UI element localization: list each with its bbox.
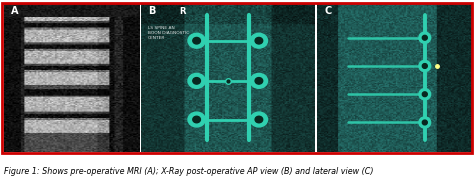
Circle shape — [422, 64, 427, 68]
Circle shape — [250, 73, 267, 88]
Text: B: B — [148, 6, 155, 16]
Circle shape — [419, 32, 431, 43]
Text: A: A — [10, 6, 18, 16]
Circle shape — [188, 112, 205, 127]
Circle shape — [419, 88, 431, 100]
Circle shape — [422, 92, 427, 97]
Circle shape — [255, 116, 263, 123]
Circle shape — [193, 38, 201, 44]
Circle shape — [419, 60, 431, 72]
Circle shape — [255, 78, 263, 84]
Text: R: R — [179, 7, 186, 16]
Circle shape — [188, 33, 205, 48]
Text: Figure 1: Shows pre-operative MRI (A); X-Ray post-operative AP view (B) and late: Figure 1: Shows pre-operative MRI (A); X… — [4, 167, 374, 176]
Bar — [2, 3, 472, 153]
Text: LS SPINE AN
BOON DIAGNOSTIC
CENTER: LS SPINE AN BOON DIAGNOSTIC CENTER — [148, 26, 190, 40]
Circle shape — [250, 112, 267, 127]
Circle shape — [422, 120, 427, 125]
Circle shape — [419, 117, 431, 128]
Circle shape — [188, 73, 205, 88]
Circle shape — [422, 35, 427, 40]
Circle shape — [250, 33, 267, 48]
Text: C: C — [324, 6, 332, 16]
Circle shape — [255, 38, 263, 44]
Circle shape — [193, 78, 201, 84]
Circle shape — [193, 116, 201, 123]
